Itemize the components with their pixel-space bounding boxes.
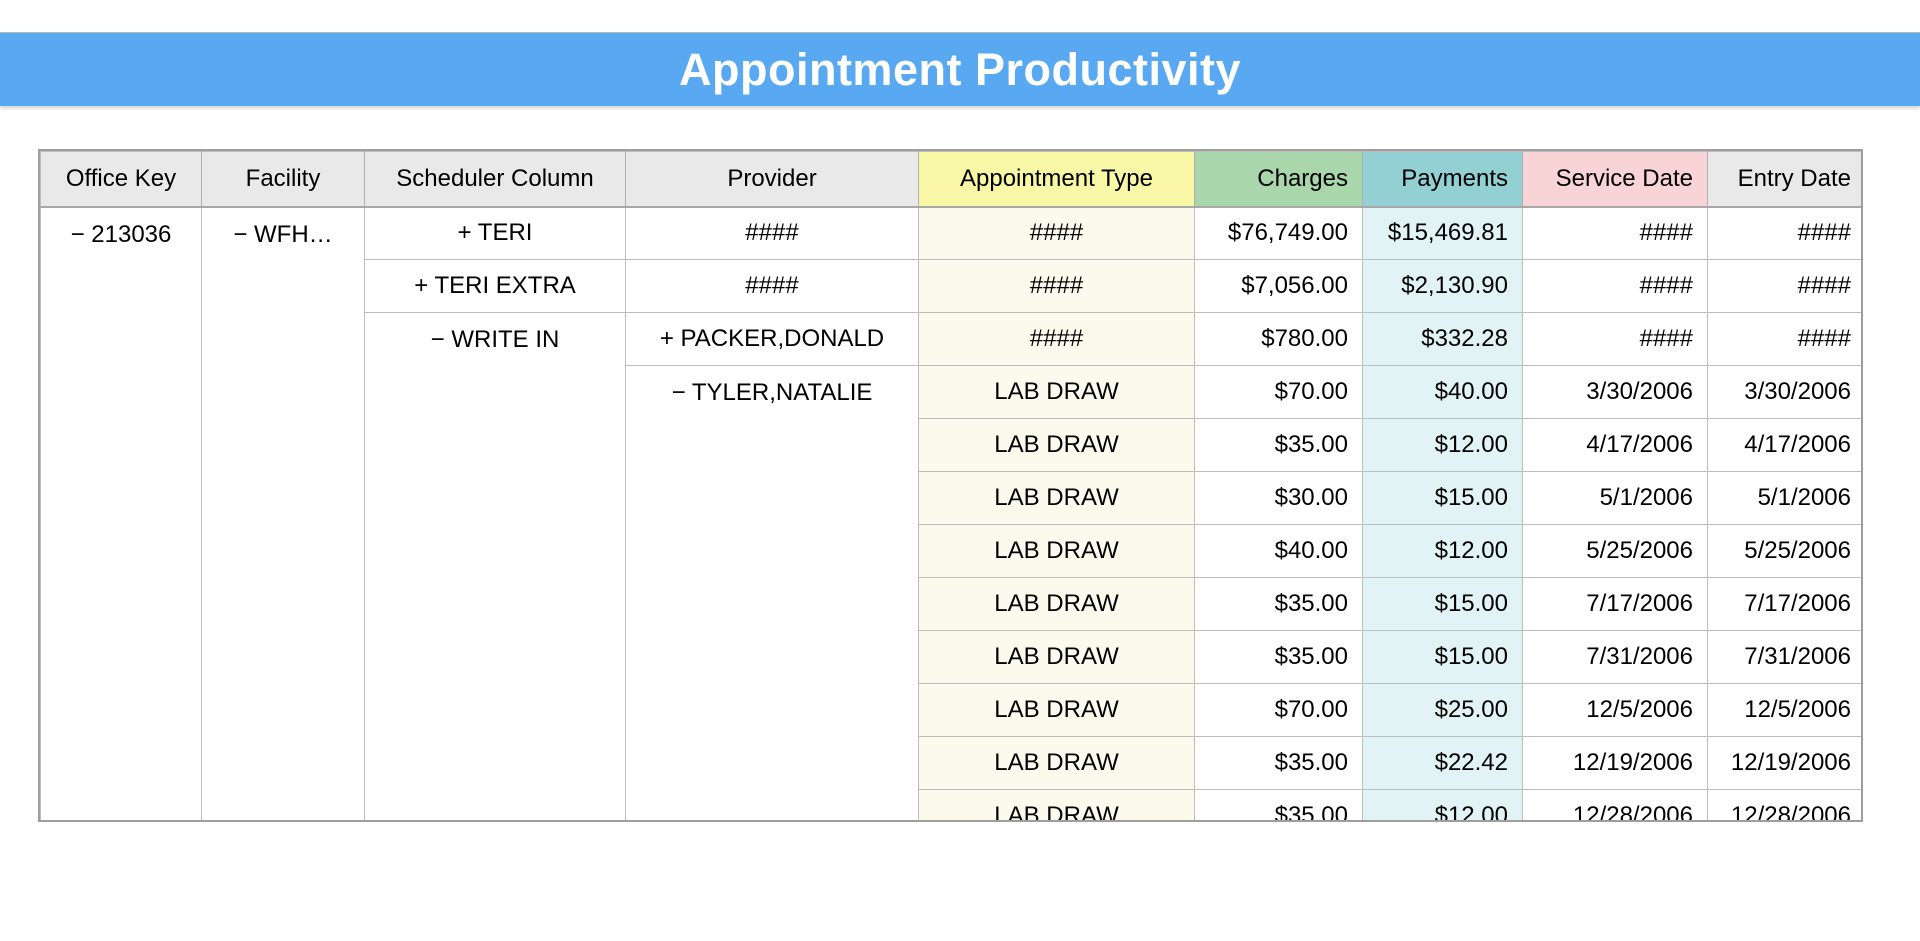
cell-payments: $332.28 [1362,312,1523,366]
cell-charges: $70.00 [1194,365,1363,419]
cell-appointment_type: LAB DRAW [918,789,1195,820]
table-body: − 213036− WFH… + TERI #### #### $76,749.00 $1… [40,206,1861,820]
cell-entry_date: 7/17/2006 [1707,577,1861,631]
column-header-office_key: Office Key [40,151,202,208]
cell-service_date: 12/19/2006 [1522,736,1708,790]
cell-payments: $15.00 [1362,471,1523,525]
tree-toggle-cell-scheduler_column[interactable]: + TERI [364,206,626,260]
cell-payments: $22.42 [1362,736,1523,790]
cell-entry_date: #### [1707,206,1861,260]
cell-service_date: 5/1/2006 [1522,471,1708,525]
cell-charges: $70.00 [1194,683,1363,737]
column-header-facility: Facility [201,151,365,208]
cell-appointment_type: #### [918,259,1195,313]
tree-toggle-cell-scheduler_column[interactable]: + TERI EXTRA [364,259,626,313]
cell-service_date: 7/17/2006 [1522,577,1708,631]
cell-payments: $12.00 [1362,418,1523,472]
table-row: − WRITE IN + PACKER,DONALD #### $780.00 $332… [41,312,1861,820]
page-title: Appointment Productivity [679,43,1241,95]
column-header-scheduler_column: Scheduler Column [364,151,626,208]
cell-service_date: 12/28/2006 [1522,789,1708,820]
column-header-charges: Charges [1194,151,1363,208]
table-header-row: Office Key Facility Scheduler Column Provid… [40,151,1861,208]
table-row: LAB DRAW $35.00 $12.00 12/28/2006 12/28/2006 [41,789,1861,820]
table-row: LAB DRAW $70.00 $25.00 12/5/2006 12/5/2006 [41,683,1861,737]
cell-payments: $15.00 [1362,630,1523,684]
cell-payments: $12.00 [1362,524,1523,578]
cell-entry_date: #### [1707,259,1861,313]
cell-charges: $35.00 [1194,577,1363,631]
table-row: LAB DRAW $35.00 $15.00 7/17/2006 7/17/2006 [41,577,1861,631]
cell-service_date: #### [1522,312,1708,366]
cell-charges: $35.00 [1194,418,1363,472]
cell-service_date: 4/17/2006 [1522,418,1708,472]
cell-payments: $40.00 [1362,365,1523,419]
tree-toggle-cell-office_key[interactable]: − 213036 [40,206,202,820]
cell-service_date: 7/31/2006 [1522,630,1708,684]
cell-appointment_type: #### [918,206,1195,260]
column-header-provider: Provider [625,151,919,208]
cell-appointment_type: LAB DRAW [918,471,1195,525]
cell-entry_date: 5/25/2006 [1707,524,1861,578]
tree-toggle-cell-facility[interactable]: − WFH… [201,206,365,820]
cell-service_date: #### [1522,259,1708,313]
report-table-viewport[interactable]: Office Key Facility Scheduler Column Provid… [38,149,1863,822]
cell-entry_date: 12/19/2006 [1707,736,1861,790]
cell-charges: $35.00 [1194,736,1363,790]
cell-entry_date: #### [1707,312,1861,366]
cell-service_date: 12/5/2006 [1522,683,1708,737]
cell-entry_date: 5/1/2006 [1707,471,1861,525]
table-row: LAB DRAW $35.00 $22.42 12/19/2006 12/19/2006 [41,736,1861,790]
cell-payments: $2,130.90 [1362,259,1523,313]
cell-charges: $35.00 [1194,630,1363,684]
cell-payments: $12.00 [1362,789,1523,820]
cell-appointment_type: #### [918,312,1195,366]
column-header-payments: Payments [1362,151,1523,208]
column-header-appointment_type: Appointment Type [918,151,1195,208]
table-row: LAB DRAW $35.00 $12.00 4/17/2006 4/17/2006 [41,418,1861,472]
cell-charges: $780.00 [1194,312,1363,366]
table-row: − TYLER,NATALIE LAB DRAW $70.00 $40.00 3/30/… [41,365,1861,820]
cell-payments: $15,469.81 [1362,206,1523,260]
table-row: + TERI EXTRA #### #### $7,056.00 $2,130.90 ##… [41,259,1861,313]
cell-appointment_type: LAB DRAW [918,524,1195,578]
cell-appointment_type: LAB DRAW [918,577,1195,631]
cell-payments: $25.00 [1362,683,1523,737]
cell-entry_date: 3/30/2006 [1707,365,1861,419]
cell-service_date: 5/25/2006 [1522,524,1708,578]
cell-appointment_type: LAB DRAW [918,365,1195,419]
tree-toggle-cell-provider[interactable]: − TYLER,NATALIE [625,365,919,820]
cell-service_date: #### [1522,206,1708,260]
title-banner: Appointment Productivity [0,32,1920,106]
cell-entry_date: 12/5/2006 [1707,683,1861,737]
cell-service_date: 3/30/2006 [1522,365,1708,419]
cell-entry_date: 7/31/2006 [1707,630,1861,684]
cell-appointment_type: LAB DRAW [918,630,1195,684]
cell-appointment_type: LAB DRAW [918,683,1195,737]
cell-appointment_type: LAB DRAW [918,736,1195,790]
table-row: LAB DRAW $30.00 $15.00 5/1/2006 5/1/2006 [41,471,1861,525]
cell-entry_date: 4/17/2006 [1707,418,1861,472]
cell-provider: #### [625,206,919,260]
cell-appointment_type: LAB DRAW [918,418,1195,472]
cell-charges: $76,749.00 [1194,206,1363,260]
cell-payments: $15.00 [1362,577,1523,631]
tree-toggle-cell-scheduler_column[interactable]: − WRITE IN [364,312,626,820]
cell-charges: $40.00 [1194,524,1363,578]
column-header-entry_date: Entry Date [1707,151,1861,208]
cell-entry_date: 12/28/2006 [1707,789,1861,820]
cell-charges: $7,056.00 [1194,259,1363,313]
cell-provider: #### [625,259,919,313]
tree-toggle-cell-provider[interactable]: + PACKER,DONALD [625,312,919,366]
cell-charges: $35.00 [1194,789,1363,820]
table-row: LAB DRAW $40.00 $12.00 5/25/2006 5/25/2006 [41,524,1861,578]
column-header-service_date: Service Date [1522,151,1708,208]
table-row: − 213036− WFH… + TERI #### #### $76,749.00 $1… [40,206,1861,820]
appointment-productivity-table: Office Key Facility Scheduler Column Provid… [40,151,1861,820]
table-row: LAB DRAW $35.00 $15.00 7/31/2006 7/31/2006 [41,630,1861,684]
cell-charges: $30.00 [1194,471,1363,525]
